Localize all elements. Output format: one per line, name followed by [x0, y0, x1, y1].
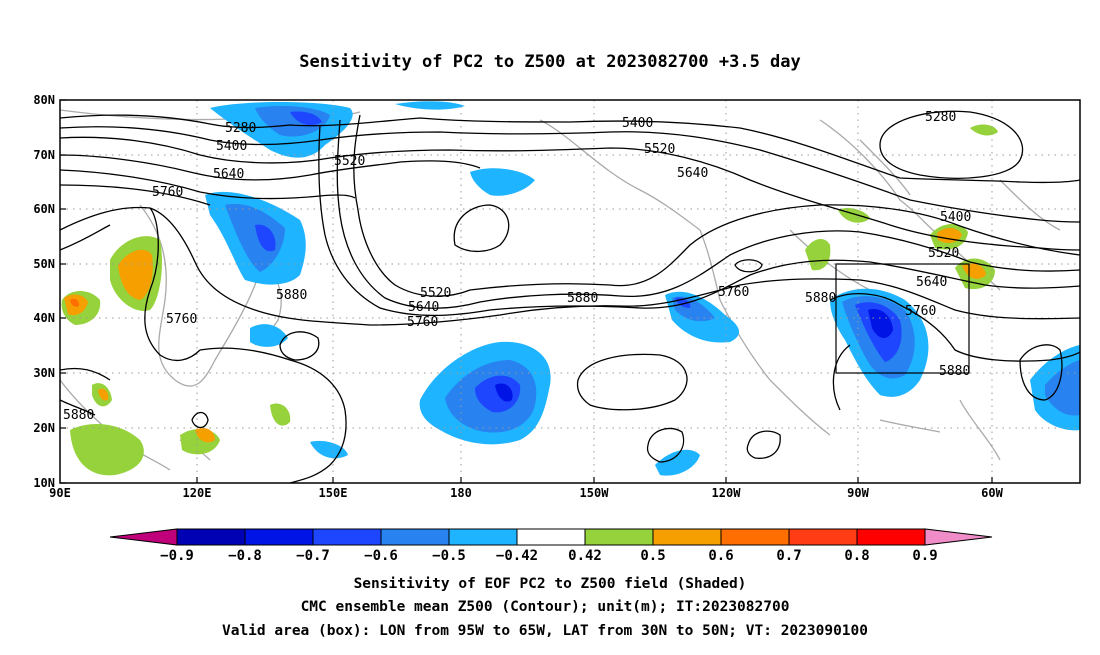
contour-label: 5760 — [718, 285, 749, 300]
colorbar-label: 0.7 — [776, 548, 801, 564]
colorbar-label: 0.9 — [912, 548, 937, 564]
contour-label: 5880 — [939, 364, 970, 379]
lon-label: 180 — [450, 486, 472, 500]
colorbar-segment — [448, 528, 518, 546]
contour-label: 5520 — [644, 142, 675, 157]
lat-label: 10N — [33, 476, 55, 490]
colorbar-segment — [176, 528, 246, 546]
colorbar-segment — [516, 528, 586, 546]
z500-contours — [60, 110, 1080, 483]
colorbar-triangle-low — [109, 528, 178, 546]
lat-label: 80N — [33, 93, 55, 107]
colorbar-segment — [584, 528, 654, 546]
contour-label: 5880 — [805, 291, 836, 306]
contour-label: 5400 — [622, 116, 653, 131]
contour-label: 5880 — [567, 291, 598, 306]
contour-label: 5760 — [152, 185, 183, 200]
contour-label: 5880 — [63, 408, 94, 423]
lon-label: 150W — [580, 486, 610, 500]
contour-label: 5760 — [407, 315, 438, 330]
contour-label: 5520 — [334, 154, 365, 169]
lon-label: 120E — [183, 486, 212, 500]
colorbar-segment — [856, 528, 926, 546]
contour-label: 5640 — [213, 167, 244, 182]
lat-label: 50N — [33, 257, 55, 271]
lat-label: 40N — [33, 311, 55, 325]
colorbar-label: −0.6 — [364, 548, 398, 564]
colorbar-segment — [312, 528, 382, 546]
lon-label: 60W — [981, 486, 1003, 500]
contour-label: 5760 — [166, 312, 197, 327]
contour-label: 5640 — [916, 275, 947, 290]
colorbar-label: −0.5 — [432, 548, 466, 564]
contour-label: 5640 — [408, 300, 439, 315]
colorbar-segment — [720, 528, 790, 546]
latitude-labels: 80N 70N 60N 50N 40N 30N 20N 10N — [33, 93, 55, 490]
lon-label: 90W — [847, 486, 869, 500]
contour-label: 5400 — [940, 210, 971, 225]
colorbar-label: −0.7 — [296, 548, 330, 564]
caption-line-2: CMC ensemble mean Z500 (Contour); unit(m… — [301, 599, 790, 615]
caption-line-1: Sensitivity of EOF PC2 to Z500 field (Sh… — [354, 576, 747, 592]
map-frame — [59, 99, 1081, 484]
colorbar-label: 0.6 — [708, 548, 733, 564]
colorbar-segment — [652, 528, 722, 546]
contour-label: 5280 — [925, 110, 956, 125]
contour-label: 5760 — [905, 304, 936, 319]
colorbar: −0.9 −0.8 −0.7 −0.6 −0.5 −0.42 0.42 0.5 0.6 0.7 0.… — [109, 528, 993, 564]
caption-line-3: Valid area (box): LON from 95W to 65W, L… — [222, 623, 868, 639]
contour-label: 5880 — [276, 288, 307, 303]
contour-labels: 5280 5400 5520 5640 5760 5400 5520 5640 … — [63, 110, 971, 423]
sensitivity-shading — [61, 101, 1080, 476]
contour-label: 5640 — [677, 166, 708, 181]
contour-label: 5400 — [216, 139, 247, 154]
colorbar-label: 0.42 — [568, 548, 602, 564]
map-panel: 5280 5400 5520 5640 5760 5400 5520 5640 … — [33, 93, 1081, 500]
lat-label: 70N — [33, 148, 55, 162]
colorbar-label: 0.5 — [640, 548, 665, 564]
gridlines — [60, 100, 1080, 483]
contour-label: 5520 — [928, 246, 959, 261]
lon-label: 150E — [319, 486, 348, 500]
lat-label: 20N — [33, 421, 55, 435]
axis-ticks — [60, 99, 993, 484]
figure-title: Sensitivity of PC2 to Z500 at 2023082700… — [299, 52, 801, 72]
lon-label: 90E — [49, 486, 71, 500]
colorbar-segment — [788, 528, 858, 546]
colorbar-label: −0.8 — [228, 548, 262, 564]
colorbar-triangle-high — [924, 528, 993, 546]
longitude-labels: 90E 120E 150E 180 150W 120W 90W 60W — [49, 486, 1003, 500]
lat-label: 30N — [33, 366, 55, 380]
colorbar-segment — [244, 528, 314, 546]
colorbar-segment — [380, 528, 450, 546]
lon-label: 120W — [712, 486, 742, 500]
colorbar-label: −0.42 — [496, 548, 538, 564]
colorbar-label: 0.8 — [844, 548, 869, 564]
contour-label: 5520 — [420, 286, 451, 301]
colorbar-label: −0.9 — [160, 548, 194, 564]
lat-label: 60N — [33, 202, 55, 216]
contour-label: 5280 — [225, 121, 256, 136]
valid-area-box — [835, 263, 970, 374]
